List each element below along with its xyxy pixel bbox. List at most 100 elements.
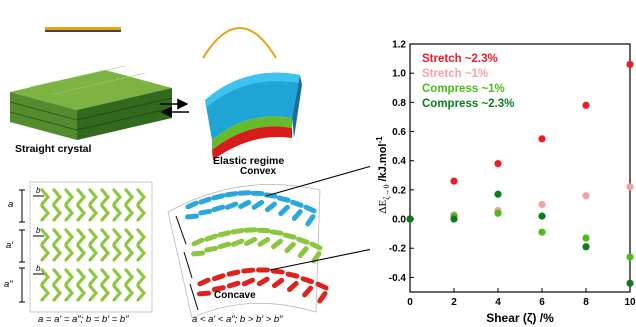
molecule-rod bbox=[305, 214, 316, 227]
data-point bbox=[582, 101, 590, 109]
molecule-rod bbox=[191, 237, 205, 247]
molecule-rod bbox=[315, 281, 329, 291]
molecule-chevron bbox=[112, 228, 123, 262]
x-tick-label: 0 bbox=[407, 297, 413, 308]
bent-rod-icon bbox=[202, 27, 277, 59]
y-axis-label-sup: -1 bbox=[375, 136, 384, 144]
molecule-rod bbox=[191, 250, 206, 257]
concave-to-chart-arrow bbox=[269, 248, 370, 271]
molecule-chevron bbox=[40, 228, 51, 262]
layer-label-a-prime: a′ bbox=[6, 240, 14, 251]
data-point bbox=[494, 190, 502, 198]
y-axis-label-unit: /kJ.mol bbox=[377, 144, 389, 185]
molecule-rod bbox=[241, 277, 256, 287]
molecule-rod bbox=[302, 285, 314, 298]
molecule-rod bbox=[256, 227, 271, 234]
molecule-rod bbox=[251, 199, 265, 210]
molecule-rod bbox=[204, 233, 218, 242]
molecule-rod bbox=[197, 277, 211, 287]
data-point bbox=[538, 212, 546, 220]
y-tick-label: 0.4 bbox=[392, 156, 406, 167]
molecule-rod bbox=[211, 273, 226, 282]
molecule-rod bbox=[256, 267, 270, 273]
molecule-chevron bbox=[112, 268, 123, 302]
y-tick-label: 0.8 bbox=[392, 98, 406, 109]
data-point bbox=[626, 60, 634, 69]
molecule-chevron bbox=[76, 188, 87, 222]
molecule-chevron bbox=[88, 228, 99, 262]
y-tick-label: -0.4 bbox=[389, 273, 407, 284]
b-label-3: b bbox=[36, 264, 41, 273]
molecule-rod bbox=[211, 193, 226, 201]
molecule-rod bbox=[276, 195, 291, 203]
molecule-rod bbox=[278, 204, 290, 217]
data-point bbox=[538, 228, 546, 236]
x-axis-label: Shear (ζ) /% bbox=[486, 311, 554, 325]
molecule-rod bbox=[230, 238, 245, 247]
molecule-rod bbox=[243, 227, 258, 233]
molecule-chevron bbox=[88, 188, 99, 222]
molecule-rod bbox=[309, 241, 323, 251]
molecule-rod bbox=[241, 267, 256, 274]
data-point bbox=[582, 192, 590, 200]
molecule-chevron bbox=[88, 268, 99, 302]
y-axis-label-sub: ζ→0 bbox=[382, 184, 391, 199]
legend-entry: Stretch ~2.3% bbox=[422, 53, 498, 65]
straight-crystal-label: Straight crystal bbox=[15, 143, 92, 155]
molecule-rod bbox=[217, 230, 232, 238]
molecule-chevron bbox=[100, 228, 111, 262]
molecule-rod bbox=[224, 191, 239, 198]
crystal-schematic: Straight crystal Elastic regime bbox=[9, 27, 370, 319]
molecule-rod bbox=[238, 199, 252, 209]
legend-entry: Stretch ~1% bbox=[422, 68, 488, 80]
molecule-rod bbox=[303, 204, 317, 214]
data-point bbox=[450, 215, 458, 223]
data-point bbox=[582, 234, 590, 242]
molecule-chevron bbox=[136, 268, 147, 302]
data-point bbox=[494, 160, 502, 168]
molecule-rod bbox=[198, 208, 213, 216]
molecule-rod bbox=[226, 269, 241, 277]
molecule-rod bbox=[211, 204, 226, 213]
molecule-chevron bbox=[64, 268, 75, 302]
plot-frame bbox=[409, 43, 631, 293]
x-tick-label: 10 bbox=[624, 297, 636, 308]
molecule-rod bbox=[271, 277, 285, 289]
molecule-rod bbox=[296, 236, 310, 245]
layer-label-a: a bbox=[8, 199, 14, 210]
molecule-rod bbox=[256, 276, 270, 287]
molecule-chevron bbox=[64, 188, 75, 222]
molecule-rod bbox=[198, 196, 212, 205]
molecule-chevron bbox=[136, 228, 147, 262]
energy-shear-chart: 0 2 4 6 8 10 -0.4 -0.2 0.0 0.2 0.4 0.6 0.8 1.0 1.2 Str… bbox=[375, 40, 636, 326]
elastic-bent-block bbox=[205, 72, 302, 160]
molecule-rod bbox=[287, 280, 299, 293]
molecule-chevron bbox=[136, 188, 147, 222]
molecule-chevron bbox=[52, 228, 63, 262]
y-tick-label: 1.2 bbox=[392, 40, 406, 51]
data-point bbox=[450, 177, 458, 185]
molecule-chevron bbox=[100, 268, 111, 302]
molecule-rod bbox=[311, 251, 322, 264]
molecule-rod bbox=[317, 291, 328, 304]
data-point bbox=[406, 215, 414, 223]
elastic-regime-label: Elastic regime bbox=[213, 155, 284, 167]
layer-markers-left bbox=[19, 189, 44, 303]
layer-label-a-double-prime: a″ bbox=[4, 279, 13, 290]
molecule-rod bbox=[285, 271, 300, 279]
legend-entry: Compress ~2.3% bbox=[422, 98, 514, 110]
molecule-rod bbox=[211, 285, 226, 293]
molecule-chevron bbox=[76, 268, 87, 302]
y-tick-label: 0.2 bbox=[392, 185, 406, 196]
data-point bbox=[538, 135, 546, 143]
molecule-chevron bbox=[52, 268, 63, 302]
molecule-rod bbox=[185, 213, 200, 220]
layer-markers-right bbox=[175, 215, 199, 311]
molecule-rod bbox=[224, 201, 239, 210]
straight-crystal-block bbox=[9, 65, 173, 140]
data-point bbox=[582, 243, 590, 251]
molecule-rod bbox=[250, 190, 265, 197]
molecule-rod bbox=[204, 245, 219, 253]
y-tick-label: 1.0 bbox=[392, 69, 406, 80]
molecule-chevron bbox=[112, 188, 123, 222]
